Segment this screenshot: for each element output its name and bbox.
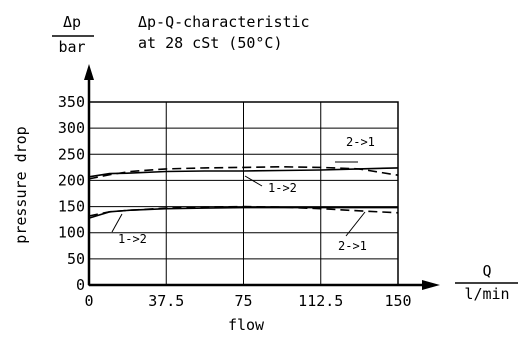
x-tick-label: 0: [84, 292, 93, 310]
y-tick-label: 300: [58, 119, 85, 137]
tick-labels: 0 50 100 150 200 250 300 350 0 37.5 75 112.5 150: [58, 93, 412, 310]
annotations: 2->1 1->2 1->2 2->1: [111, 135, 375, 253]
x-unit-quantity: Q: [482, 262, 491, 280]
chart-subtitle: at 28 cSt (50°C): [138, 34, 283, 52]
y-tick-label: 0: [76, 276, 85, 294]
y-tick-label: 50: [67, 250, 85, 268]
annotation-leader: [345, 211, 366, 237]
annotation-leader: [244, 175, 263, 187]
y-tick-label: 250: [58, 145, 85, 163]
y-tick-label: 200: [58, 171, 85, 189]
annotation-label: 2->1: [346, 135, 375, 149]
x-unit-unit: l/min: [464, 285, 509, 303]
x-tick-label: 75: [234, 292, 252, 310]
x-tick-label: 112.5: [298, 292, 343, 310]
annotation-leader: [111, 213, 123, 233]
grid: [88, 101, 399, 286]
x-tick-label: 37.5: [148, 292, 184, 310]
x-tick-label: 150: [384, 292, 411, 310]
y-unit-quantity: Δp: [63, 13, 81, 31]
annotation-label: 2->1: [338, 239, 367, 253]
series-line-3-dashed: [88, 205, 399, 217]
chart-title: Δp-Q-characteristic: [138, 13, 310, 31]
x-axis-label: flow: [228, 316, 265, 334]
y-tick-label: 150: [58, 198, 85, 216]
annotation-label: 1->2: [268, 181, 297, 195]
y-tick-label: 100: [58, 224, 85, 242]
series: [88, 165, 399, 219]
x-axis-arrow: [422, 280, 440, 290]
series-line-1-dashed: [88, 165, 399, 180]
annotation-label: 1->2: [118, 232, 147, 246]
y-unit-unit: bar: [58, 38, 85, 56]
y-tick-label: 350: [58, 93, 85, 111]
y-axis-arrow: [84, 64, 94, 80]
y-axis-label: pressure drop: [12, 126, 30, 243]
